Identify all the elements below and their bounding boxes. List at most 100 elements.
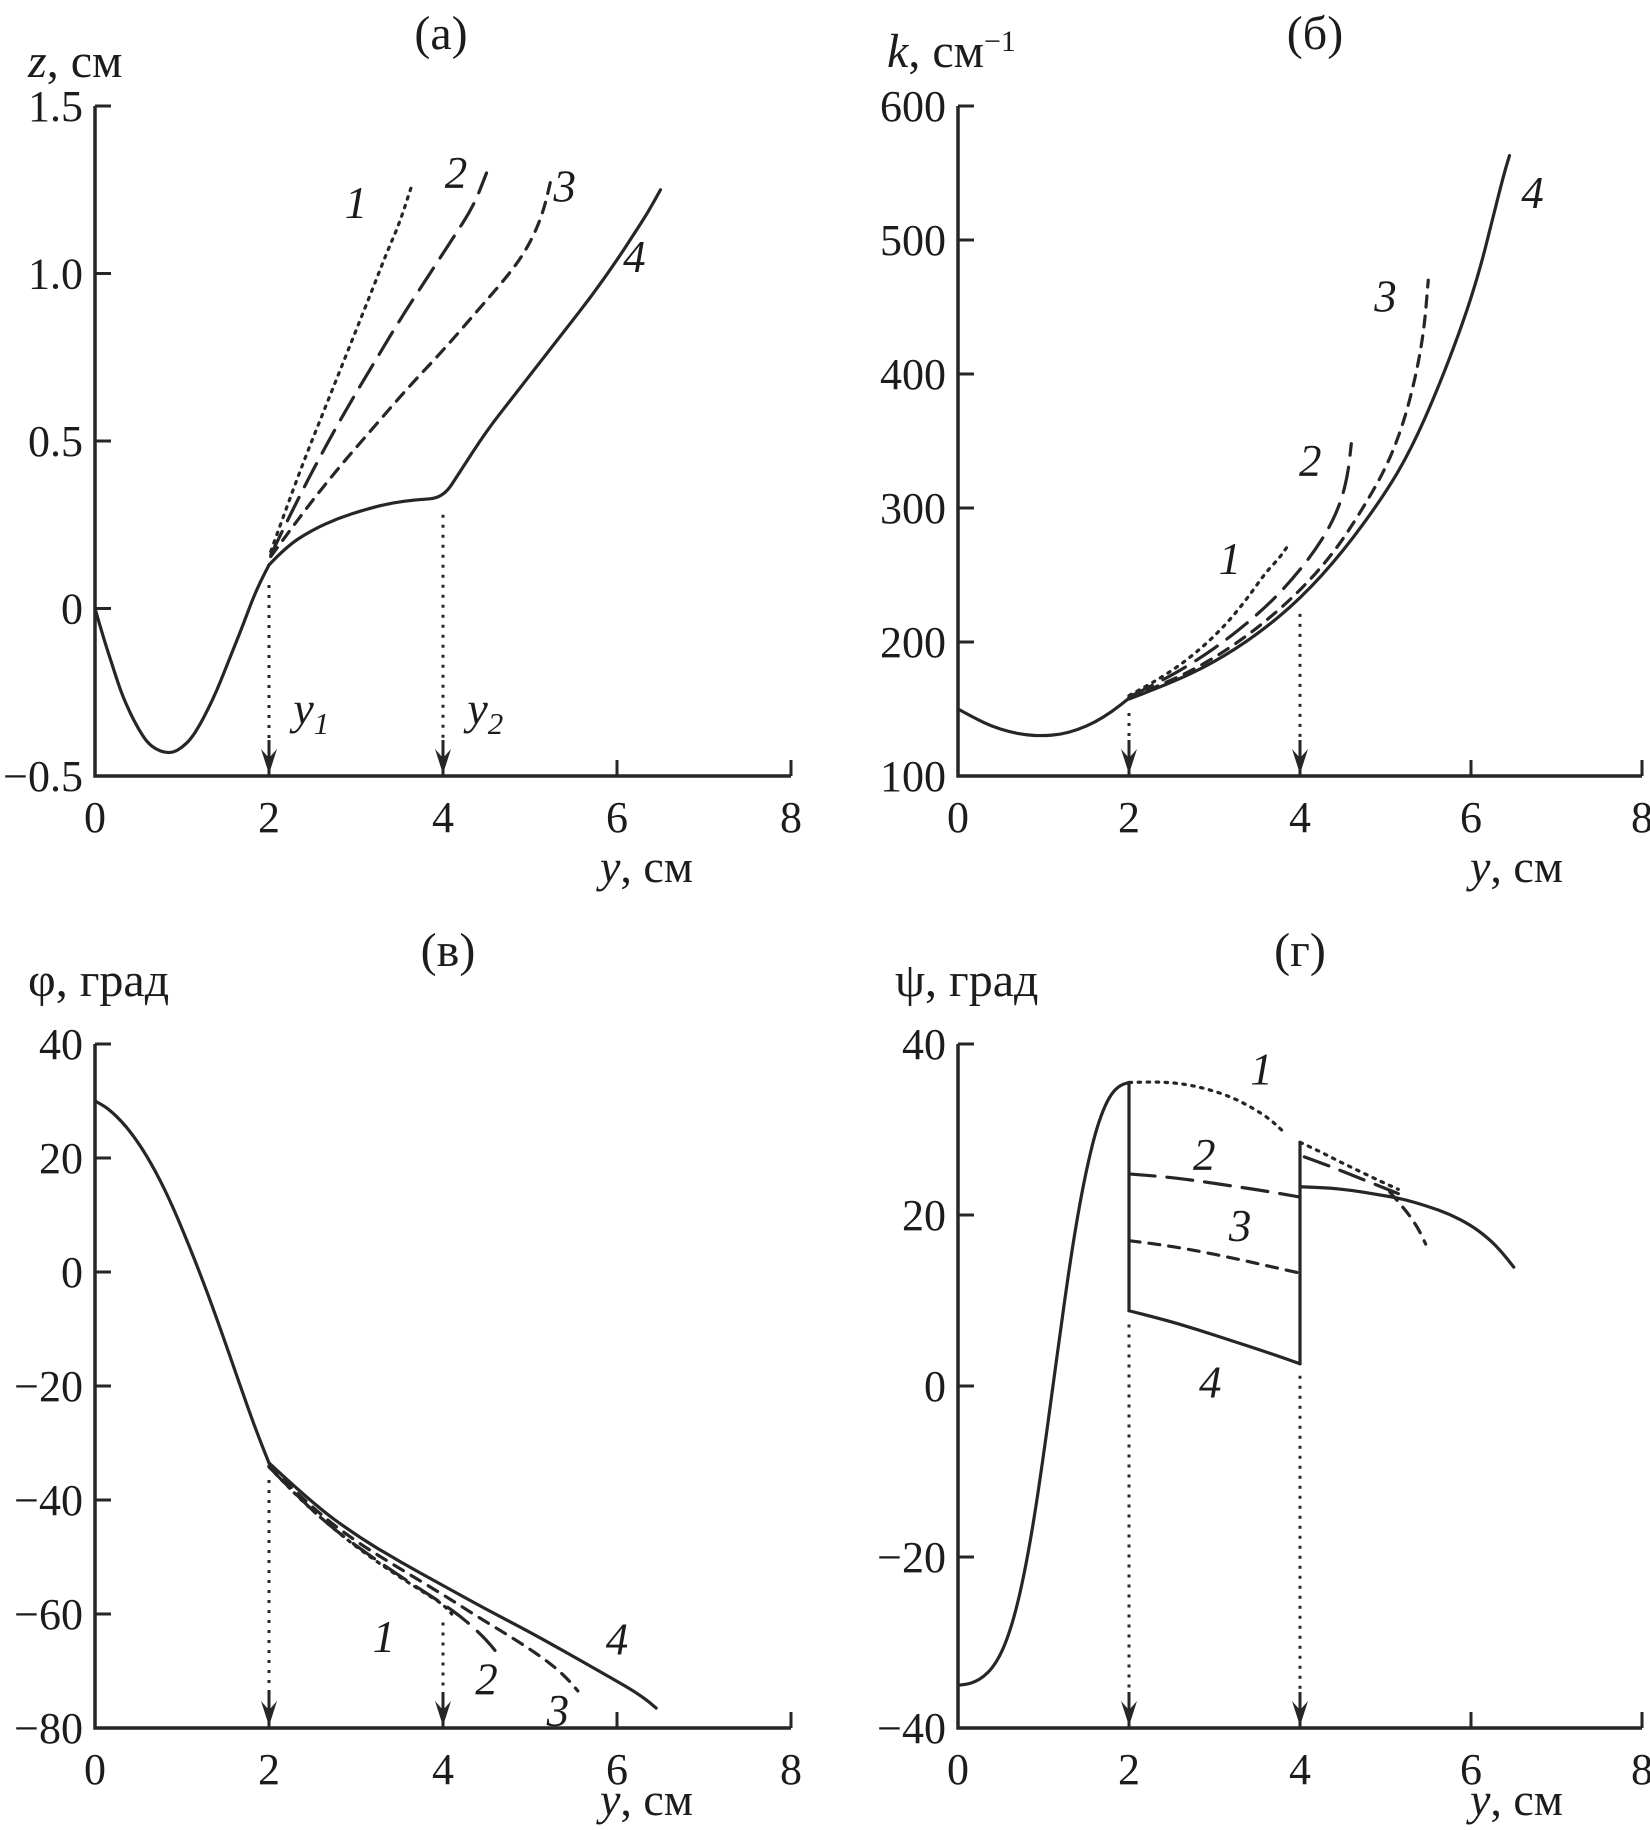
- y-tick-label: 40: [902, 1020, 946, 1069]
- curve-label-1: 1: [1250, 1045, 1273, 1095]
- series-curve-4: [267, 188, 663, 567]
- curve-label-4: 4: [1199, 1358, 1222, 1408]
- panel-v-y-axis-label: φ, град: [28, 953, 169, 1008]
- marker-arrowhead: [1121, 1701, 1137, 1726]
- y-axis-variable: z: [28, 35, 47, 88]
- curve-label-2: 2: [445, 148, 468, 198]
- y-tick-label: 0: [61, 585, 83, 634]
- y-tick-label: 0: [61, 1248, 83, 1297]
- x-tick-label: 2: [258, 1745, 280, 1794]
- y-tick-label: 500: [880, 216, 946, 265]
- x-tick-label: 6: [1460, 793, 1482, 842]
- marker-arrowhead: [435, 749, 451, 774]
- y-tick-label: −20: [14, 1362, 83, 1411]
- x-tick-label: 2: [1118, 1745, 1140, 1794]
- panel-v-title: (в): [420, 924, 476, 977]
- y-tick-label: 20: [39, 1134, 83, 1183]
- panel-v: (в) φ, град 40 20 0 −20 −40 −60 −80 0 2 4 6 8 1 2 3 4 y…: [0, 915, 825, 1830]
- series-post-dotted: [1298, 1140, 1400, 1191]
- curve-label-3: 3: [1228, 1201, 1252, 1251]
- curve-label-4: 4: [1521, 168, 1544, 218]
- marker-arrowhead: [1292, 749, 1308, 774]
- y-axis-variable: ψ: [895, 954, 926, 1007]
- series-curve-4: [1127, 153, 1512, 701]
- x-tick-label: 4: [432, 793, 454, 842]
- x-tick-label: 0: [947, 1745, 969, 1794]
- x-tick-label: 8: [1631, 793, 1650, 842]
- curve-label-3: 3: [553, 161, 577, 211]
- y-tick-label: 1.0: [28, 250, 83, 299]
- y-axis-variable: k: [887, 25, 909, 78]
- curve-label-1: 1: [1219, 534, 1242, 584]
- y-tick-label: 600: [880, 82, 946, 131]
- series-curve-base: [93, 563, 271, 755]
- curve-label-4: 4: [606, 1615, 629, 1665]
- panel-b: (б) k, см−1 600 500 400 300 200 100 0 2 4 6 8 1 2 3 4 …: [825, 0, 1650, 915]
- series-post-dash-spur: [1388, 1190, 1428, 1246]
- panel-g-x-axis-label: y, см: [1470, 1773, 1563, 1826]
- panel-b-x-axis-label: y, см: [1470, 840, 1563, 893]
- curve-label-1: 1: [345, 178, 368, 228]
- marker-arrowhead: [435, 1701, 451, 1726]
- x-axis-variable: y: [1470, 841, 1491, 892]
- series-post-solid: [1298, 1185, 1516, 1269]
- x-tick-label: 4: [1289, 1745, 1311, 1794]
- x-tick-label: 4: [432, 1745, 454, 1794]
- x-axis-variable: y: [600, 841, 621, 892]
- x-tick-label: 8: [1631, 1745, 1650, 1794]
- y-tick-label: −40: [14, 1476, 83, 1525]
- marker-arrowhead: [1292, 1701, 1308, 1726]
- series-curve-4: [1127, 1309, 1302, 1366]
- marker-arrowhead: [261, 749, 277, 774]
- panel-g-y-axis-label: ψ, град: [895, 953, 1038, 1008]
- panel-v-x-axis-label: y, см: [600, 1773, 693, 1826]
- curve-label-3: 3: [1373, 271, 1397, 321]
- series-curve-base: [956, 696, 1131, 738]
- marker-arrow-label: y1: [289, 683, 329, 741]
- y-tick-label: 200: [880, 618, 946, 667]
- y-tick-label: 1.5: [28, 82, 83, 131]
- series-curve-3: [1127, 278, 1430, 700]
- series-curve-4: [267, 1461, 658, 1710]
- x-tick-label: 8: [780, 793, 802, 842]
- x-tick-label: 4: [1289, 793, 1311, 842]
- y-tick-label: −60: [14, 1590, 83, 1639]
- x-axis-unit: , см: [620, 1774, 693, 1825]
- y-axis-unit: , град: [55, 954, 170, 1007]
- series-curve-base: [93, 1099, 271, 1465]
- y-axis-unit: , см: [46, 35, 123, 88]
- panel-a: (а) z, см 1.5 1.0 0.5 0 −0.5 0 2 4 6 8 y1 y2 1 2 3 4 y,…: [0, 0, 825, 915]
- marker-arrowhead: [261, 1701, 277, 1726]
- y-tick-label: 0: [924, 1362, 946, 1411]
- marker-arrow-label: y2: [463, 683, 503, 741]
- x-tick-label: 8: [780, 1745, 802, 1794]
- curve-label-3: 3: [546, 1686, 570, 1736]
- x-axis-unit: , см: [1490, 841, 1563, 892]
- y-tick-label: 20: [902, 1191, 946, 1240]
- y-tick-label: 100: [880, 752, 946, 801]
- panel-a-y-axis-label: z, см: [28, 34, 122, 89]
- series-curve-2: [269, 171, 489, 557]
- panel-b-title: (б): [1286, 7, 1344, 60]
- marker-arrowhead: [1121, 749, 1137, 774]
- curve-label-2: 2: [1299, 436, 1322, 486]
- y-tick-label: 400: [880, 350, 946, 399]
- x-axis-variable: y: [1470, 1774, 1491, 1825]
- x-tick-label: 2: [258, 793, 280, 842]
- y-tick-label: 40: [39, 1020, 83, 1069]
- curve-label-2: 2: [475, 1655, 498, 1705]
- x-axis-variable: y: [600, 1774, 621, 1825]
- y-tick-label: 300: [880, 484, 946, 533]
- panel-a-x-axis-label: y, см: [600, 840, 693, 893]
- x-axis-unit: , см: [620, 841, 693, 892]
- x-tick-label: 0: [84, 793, 106, 842]
- series-curve-3: [269, 174, 554, 559]
- x-tick-label: 6: [606, 793, 628, 842]
- series-curve-base: [956, 1080, 1131, 1687]
- y-axis-unit: , град: [925, 954, 1039, 1007]
- series-curve-2: [1127, 1172, 1302, 1199]
- x-tick-label: 6: [1460, 1745, 1482, 1794]
- y-axis-variable: φ: [28, 954, 56, 1007]
